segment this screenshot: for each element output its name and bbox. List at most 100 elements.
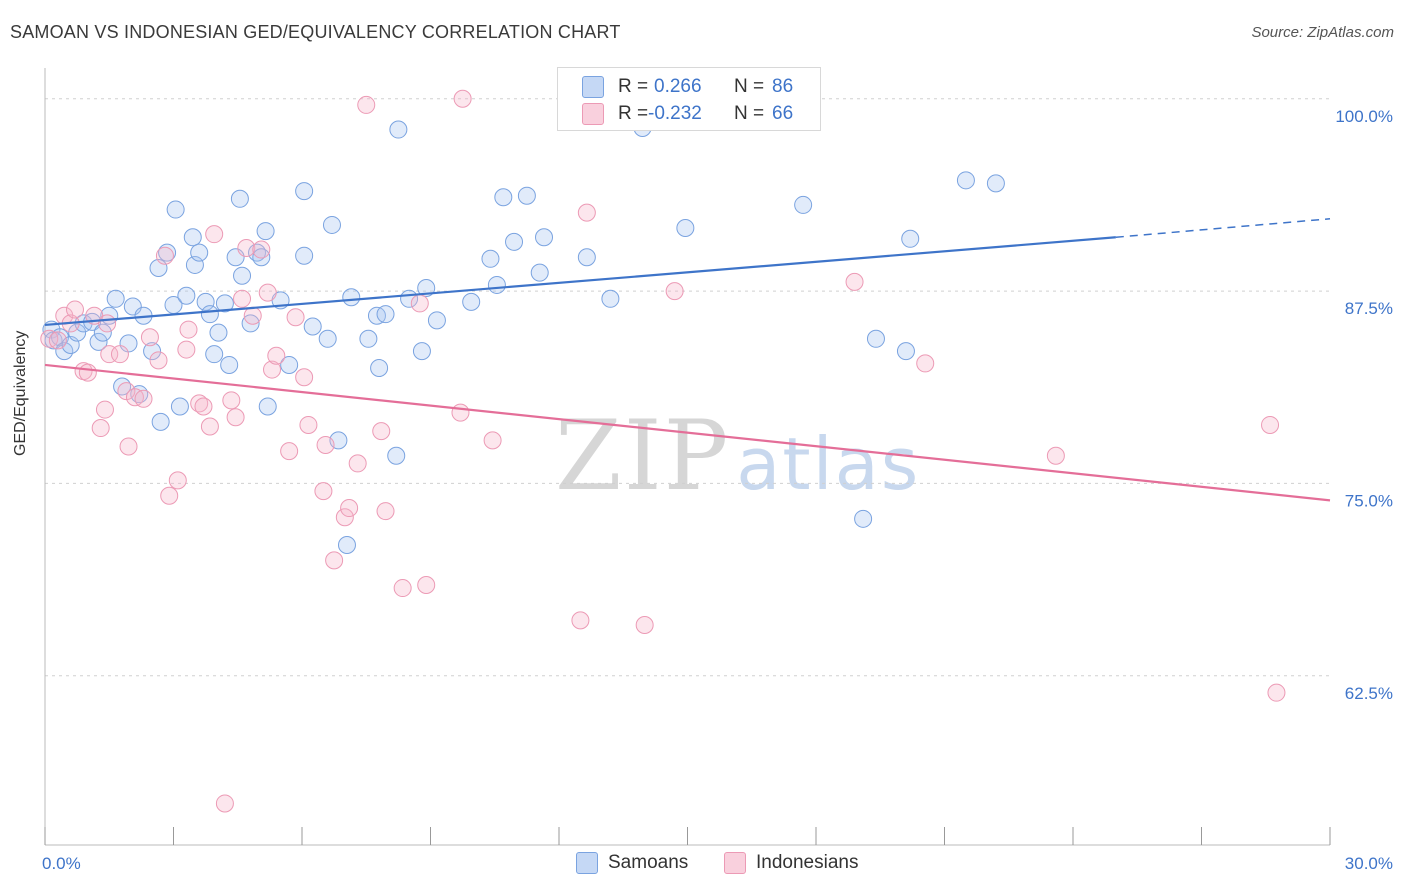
indonesians-swatch <box>582 103 604 125</box>
watermark: ZIPatlas <box>555 400 920 512</box>
samoan-point <box>303 317 322 336</box>
indonesian-point <box>1261 415 1280 434</box>
samoan-point <box>794 195 813 214</box>
indonesian-point <box>233 289 252 308</box>
indonesian-point <box>483 431 502 450</box>
samoan-point <box>337 535 356 554</box>
indonesian-point <box>417 575 436 594</box>
samoan-point <box>256 222 275 241</box>
samoan-point <box>530 263 549 282</box>
indonesian-point <box>243 306 262 325</box>
samoan-point <box>986 174 1005 193</box>
samoan-point <box>177 286 196 305</box>
samoan-point <box>158 243 177 262</box>
chart-title: SAMOAN VS INDONESIAN GED/EQUIVALENCY COR… <box>10 22 621 42</box>
indonesian-point <box>160 486 179 505</box>
indonesian-point <box>252 240 271 259</box>
indonesian-point <box>376 502 395 521</box>
indonesian-point <box>263 360 282 379</box>
x-tick-label-start: 0.0% <box>42 854 81 873</box>
samoan-point <box>205 345 224 364</box>
indonesian-point <box>91 419 110 438</box>
indonesian-point <box>299 415 318 434</box>
samoan-point <box>481 249 500 268</box>
indonesian-point <box>78 363 97 382</box>
samoan-point <box>106 289 125 308</box>
samoan-point <box>209 323 228 342</box>
indonesian-point <box>665 282 684 301</box>
indonesian-point <box>168 471 187 490</box>
indonesian-point <box>453 89 472 108</box>
r-label: R = <box>618 103 649 124</box>
indonesian-point <box>95 400 114 419</box>
indonesian-point <box>100 345 119 364</box>
indonesian-point <box>258 283 277 302</box>
samoan-point <box>517 186 536 205</box>
samoan-point <box>220 355 239 374</box>
samoan-point <box>230 189 249 208</box>
indonesian-point <box>134 389 153 408</box>
samoan-point <box>295 182 314 201</box>
indonesian-point <box>98 314 117 333</box>
legend-label: Samoans <box>608 852 689 873</box>
correlation-legend: R = 0.266 N = 86 R = -0.232 N = 66 <box>557 67 821 131</box>
indonesian-point <box>348 454 367 473</box>
samoans-swatch <box>582 76 604 98</box>
samoan-point <box>68 323 87 342</box>
legend-item-indonesians[interactable]: Indonesians <box>724 852 858 874</box>
r-label: R = <box>618 76 649 97</box>
samoan-trend-extension <box>1115 218 1331 238</box>
samoan-point <box>494 188 513 207</box>
samoan-point <box>233 266 252 285</box>
y-tick-label: 75.0% <box>1345 491 1393 510</box>
indonesian-point <box>340 499 359 518</box>
samoan-point <box>89 332 108 351</box>
samoan-point <box>601 289 620 308</box>
indonesian-point <box>280 442 299 461</box>
indonesian-point <box>295 368 314 387</box>
x-tick-label-end: 30.0% <box>1345 854 1393 873</box>
samoan-point <box>359 329 378 348</box>
samoan-point <box>200 305 219 324</box>
indonesian-point <box>635 615 654 634</box>
series-legend: Samoans Indonesians <box>0 852 1406 878</box>
samoan-point <box>370 359 389 378</box>
samoan-point <box>170 397 189 416</box>
samoan-point <box>183 228 202 247</box>
samoan-point <box>896 342 915 361</box>
samoan-point <box>376 305 395 324</box>
legend-item-samoans[interactable]: Samoans <box>576 852 688 874</box>
watermark-atlas: atlas <box>736 422 921 506</box>
indonesian-point <box>335 508 354 527</box>
samoans-legend-swatch <box>576 852 598 874</box>
y-tick-label: 100.0% <box>1335 107 1393 126</box>
samoan-point <box>190 243 209 262</box>
indonesian-point <box>577 203 596 222</box>
n-value: 66 <box>772 103 794 124</box>
indonesian-point <box>237 239 256 258</box>
samoan-point <box>151 412 170 431</box>
source-label: Source: ZipAtlas.com <box>1251 24 1394 41</box>
samoan-point <box>505 232 524 251</box>
indonesian-point <box>110 345 129 364</box>
y-tick-label: 62.5% <box>1345 684 1393 703</box>
samoan-point <box>295 246 314 265</box>
samoan-point <box>412 342 431 361</box>
indonesian-point <box>215 794 234 813</box>
indonesian-point <box>451 403 470 422</box>
samoan-point <box>280 355 299 374</box>
indonesian-point <box>205 225 224 244</box>
indonesian-point <box>65 300 84 319</box>
indonesian-trend-line <box>44 363 1331 502</box>
samoan-point <box>462 292 481 311</box>
indonesian-point <box>222 391 241 410</box>
n-value: 86 <box>772 76 794 97</box>
indonesians-legend-swatch <box>724 852 746 874</box>
samoan-point <box>318 329 337 348</box>
legend-label: Indonesians <box>756 852 859 873</box>
samoan-point <box>389 120 408 139</box>
watermark-zip: ZIP <box>555 400 731 512</box>
indonesian-point <box>119 437 138 456</box>
indonesian-point <box>410 294 429 313</box>
